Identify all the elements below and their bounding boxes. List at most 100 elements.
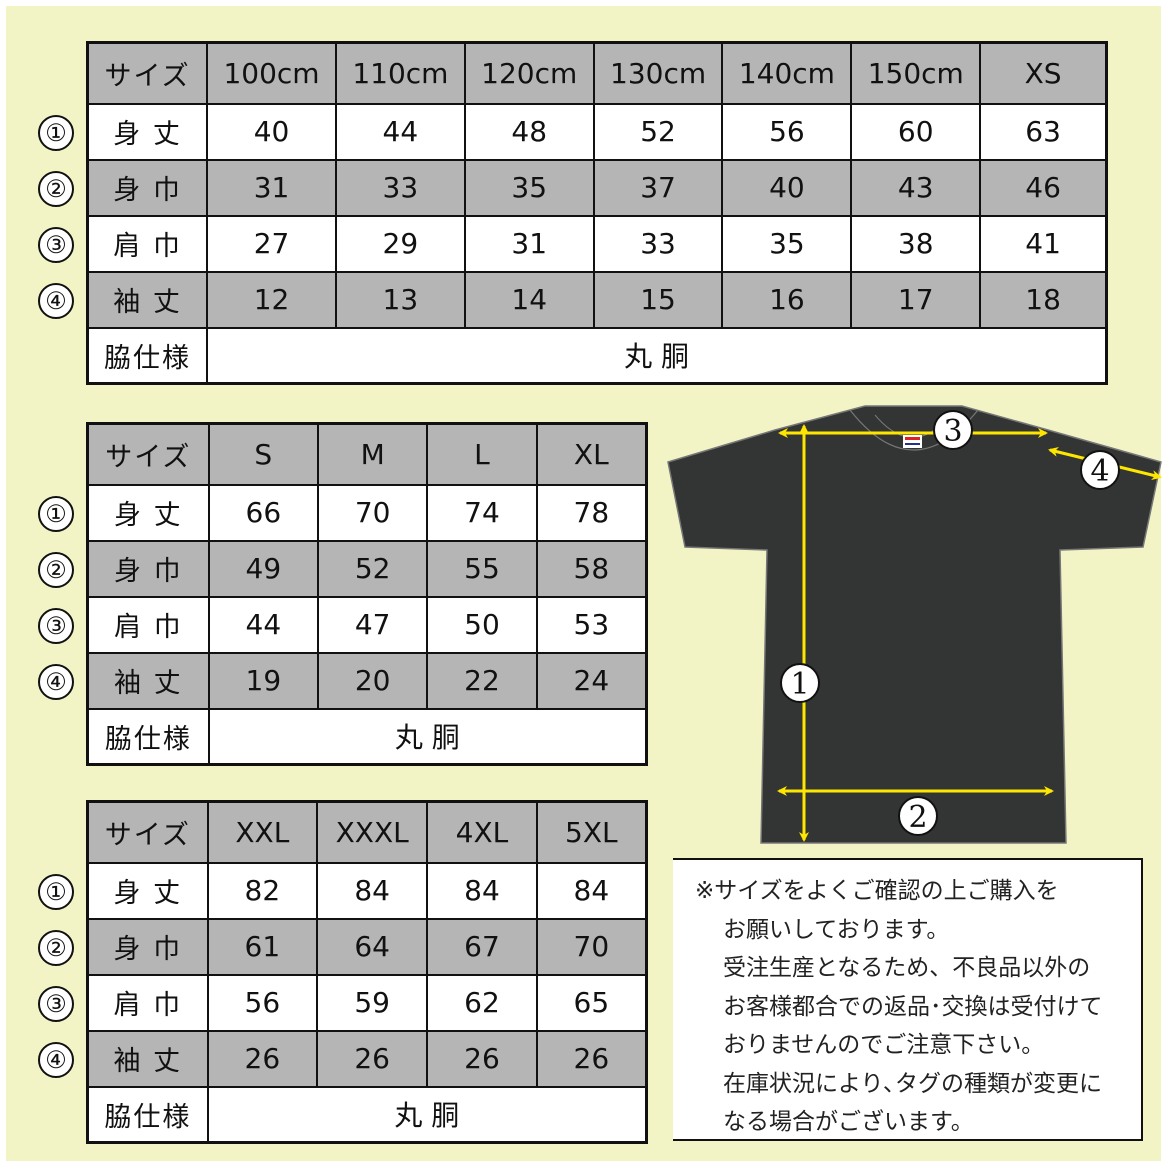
cell-sleeve: 26: [206, 1029, 319, 1088]
cell-length: 66: [207, 483, 319, 542]
table-row-sleeve: 袖 丈 12 13 14 15 16 17 18: [86, 270, 1108, 329]
size-header: XXL: [206, 800, 319, 864]
size-header: 140cm: [721, 41, 853, 105]
tag-label: [903, 435, 922, 448]
size-header: XS: [979, 41, 1108, 105]
table-row-width: 身 巾 61 64 67 70: [86, 917, 648, 976]
row-number-1: ①: [38, 115, 74, 151]
size-header: 110cm: [334, 41, 466, 105]
row-number-2: ②: [38, 552, 74, 588]
size-header: 150cm: [850, 41, 982, 105]
row-number-1: ①: [38, 874, 74, 910]
cell-length: 40: [206, 102, 337, 161]
cell-sleeve: 12: [206, 270, 337, 329]
notice-line: 在庫状況により､タグの種類が変更に: [723, 1070, 1103, 1097]
cell-width: 37: [592, 158, 724, 217]
table-row-shoulder: 肩 巾 44 47 50 53: [86, 595, 648, 654]
cell-length: 84: [426, 861, 538, 920]
row-label-sleeve: 袖 丈: [86, 270, 209, 329]
header-row: サイズ XXL XXXL 4XL 5XL: [86, 800, 648, 864]
side-value: 丸 胴: [207, 707, 648, 766]
row-label-shoulder: 肩 巾: [86, 214, 209, 273]
notice-line: お客様都合での返品･交換は受付けて: [723, 993, 1103, 1020]
size-header-label: サイズ: [86, 422, 210, 486]
cell-sleeve: 19: [207, 651, 319, 710]
cell-sleeve: 24: [535, 651, 648, 710]
cell-width: 52: [316, 539, 429, 598]
row-number-4: ④: [38, 283, 74, 319]
row-label-width: 身 巾: [86, 539, 210, 598]
row-number-3: ③: [38, 986, 74, 1022]
cell-shoulder: 53: [535, 595, 648, 654]
cell-shoulder: 62: [426, 973, 538, 1032]
table-row-side: 脇仕様丸 胴: [86, 1085, 648, 1144]
size-header: L: [426, 422, 538, 486]
cell-sleeve: 18: [979, 270, 1108, 329]
row-label-shoulder: 肩 巾: [86, 973, 209, 1032]
marker-2: 2: [898, 796, 938, 836]
cell-sleeve: 14: [463, 270, 595, 329]
row-number-1: ①: [38, 496, 74, 532]
row-label-sleeve: 袖 丈: [86, 651, 210, 710]
notice-line: 受注生産となるため、不良品以外の: [723, 955, 1091, 981]
row-label-length: 身 丈: [86, 102, 209, 161]
cell-length: 60: [850, 102, 982, 161]
tshirt-diagram: 3 4 1 2: [667, 405, 1162, 844]
cell-shoulder: 35: [721, 214, 853, 273]
size-table-2: サイズ S M L XL 身 丈 66 70 74 78 身 巾 49 52 55 58 肩 巾 44 47 50 5…: [86, 422, 648, 766]
row-number-4: ④: [38, 1042, 74, 1078]
cell-width: 70: [535, 917, 648, 976]
row-label-shoulder: 肩 巾: [86, 595, 210, 654]
cell-sleeve: 26: [535, 1029, 648, 1088]
row-label-length: 身 丈: [86, 861, 209, 920]
size-table-1: サイズ 100cm 110cm 120cm 130cm 140cm 150cm XS 身 丈 40…: [86, 41, 1108, 385]
size-header: 130cm: [592, 41, 724, 105]
svg-text:4: 4: [1090, 454, 1109, 489]
table-row-width: 身 巾 31 33 35 37 40 43 46: [86, 158, 1108, 217]
row-number-3: ③: [38, 608, 74, 644]
size-header-label: サイズ: [86, 800, 209, 864]
cell-length: 44: [334, 102, 466, 161]
row-number-2: ②: [38, 171, 74, 207]
row-number-3: ③: [38, 227, 74, 263]
cell-shoulder: 50: [426, 595, 538, 654]
cell-shoulder: 56: [206, 973, 319, 1032]
table-row-length: 身 丈 66 70 74 78: [86, 483, 648, 542]
cell-width: 67: [426, 917, 538, 976]
cell-shoulder: 59: [316, 973, 429, 1032]
cell-length: 52: [592, 102, 724, 161]
table-row-sleeve: 袖 丈 19 20 22 24: [86, 651, 648, 710]
cell-width: 33: [334, 158, 466, 217]
marker-1: 1: [780, 663, 820, 703]
marker-3: 3: [933, 410, 973, 450]
row-label-width: 身 巾: [86, 158, 209, 217]
size-header: XL: [535, 422, 648, 486]
cell-length: 48: [463, 102, 595, 161]
cell-width: 46: [979, 158, 1108, 217]
cell-shoulder: 41: [979, 214, 1108, 273]
cell-width: 40: [721, 158, 853, 217]
table-row-sleeve: 袖 丈 26 26 26 26: [86, 1029, 648, 1088]
cell-length: 84: [535, 861, 648, 920]
notice-box: ※サイズをよくご確認の上ご購入を お願いしております。 受注生産となるため、不良…: [673, 858, 1143, 1141]
cell-length: 56: [721, 102, 853, 161]
svg-text:1: 1: [790, 667, 809, 702]
size-header: S: [207, 422, 319, 486]
size-header: 120cm: [463, 41, 595, 105]
cell-sleeve: 13: [334, 270, 466, 329]
row-label-sleeve: 袖 丈: [86, 1029, 209, 1088]
cell-sleeve: 22: [426, 651, 538, 710]
cell-width: 55: [426, 539, 538, 598]
cell-shoulder: 31: [463, 214, 595, 273]
row-label-length: 身 丈: [86, 483, 210, 542]
cell-shoulder: 65: [535, 973, 648, 1032]
notice-line: お願いしております。: [723, 916, 950, 943]
cell-sleeve: 15: [592, 270, 724, 329]
cell-width: 64: [316, 917, 429, 976]
cell-width: 58: [535, 539, 648, 598]
cell-sleeve: 16: [721, 270, 853, 329]
cell-shoulder: 38: [850, 214, 982, 273]
table-row-shoulder: 肩 巾 56 59 62 65: [86, 973, 648, 1032]
cell-length: 63: [979, 102, 1108, 161]
